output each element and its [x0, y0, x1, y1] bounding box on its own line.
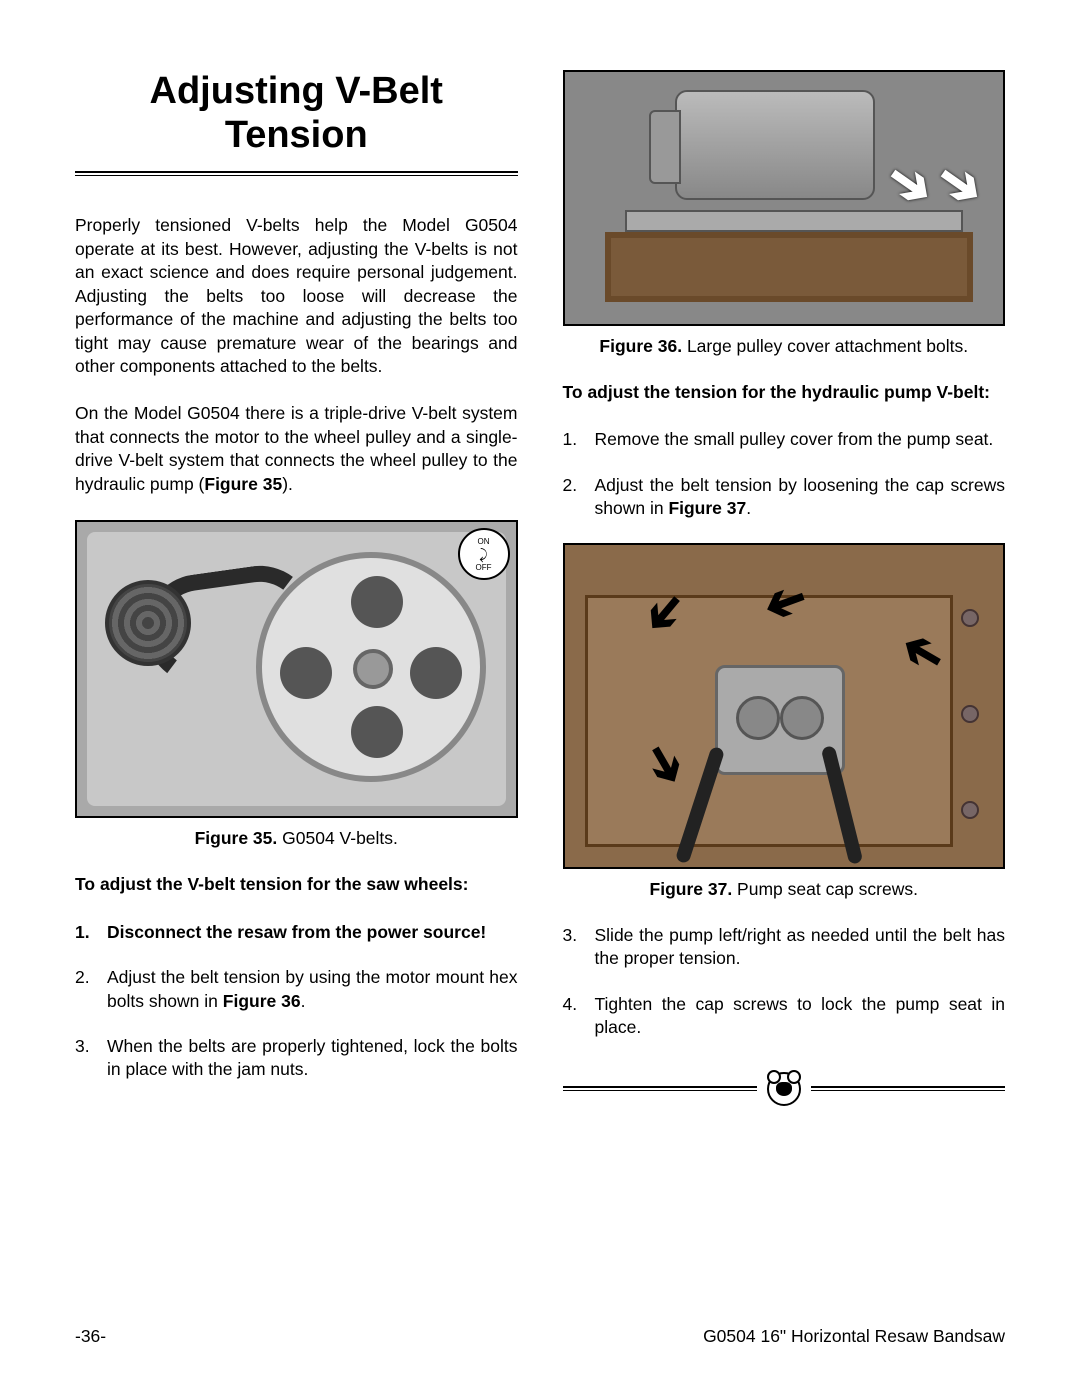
para2-text-a: On the Model G0504 there is a triple-dri…	[75, 403, 518, 493]
figure-35-label: Figure 35.	[195, 828, 278, 848]
badge-on-text: ON	[460, 537, 508, 546]
step-1-disconnect: Disconnect the resaw from the power sour…	[75, 921, 518, 944]
figure-36-ref: Figure 36	[223, 991, 301, 1011]
pump-step-2-text-a: Adjust the belt tension by loosening the…	[595, 475, 1006, 518]
pump-step-2: Adjust the belt tension by loosening the…	[563, 474, 1006, 521]
power-off-icon: ON ⤸ OFF	[458, 528, 510, 580]
step-2-adjust: Adjust the belt tension by using the mot…	[75, 966, 518, 1013]
step-2-text-c: .	[301, 991, 306, 1011]
page-number: -36-	[75, 1326, 106, 1347]
figure-36-caption-text: Large pulley cover attachment bolts.	[682, 336, 968, 356]
saw-wheels-heading: To adjust the V-belt tension for the saw…	[75, 873, 518, 896]
right-column: ➔ ➔ Figure 36. Large pulley cover attach…	[563, 70, 1006, 1286]
intro-paragraph-2: On the Model G0504 there is a triple-dri…	[75, 402, 518, 496]
pump-step-2-text-c: .	[746, 498, 751, 518]
document-title: G0504 16" Horizontal Resaw Bandsaw	[703, 1326, 1005, 1347]
pump-belt-heading: To adjust the tension for the hydraulic …	[563, 381, 1006, 404]
bear-logo-icon	[767, 1072, 801, 1106]
step-2-text-a: Adjust the belt tension by using the mot…	[107, 967, 518, 1010]
figure-36-image: ➔ ➔	[563, 70, 1006, 326]
figure-35-image: ON ⤸ OFF	[75, 520, 518, 818]
figure-37-caption-text: Pump seat cap screws.	[732, 879, 918, 899]
saw-wheels-steps: Disconnect the resaw from the power sour…	[75, 921, 518, 1104]
figure-36-label: Figure 36.	[599, 336, 682, 356]
pump-belt-steps-b: Slide the pump left/right as needed unti…	[563, 924, 1006, 1062]
title-rule-thick	[75, 171, 518, 173]
badge-off-text: OFF	[460, 563, 508, 572]
figure-37-ref: Figure 37	[668, 498, 746, 518]
two-column-layout: Adjusting V-Belt Tension Properly tensio…	[75, 70, 1005, 1286]
figure-37-label: Figure 37.	[650, 879, 733, 899]
figure-37-caption: Figure 37. Pump seat cap screws.	[563, 879, 1006, 900]
section-title: Adjusting V-Belt Tension	[75, 70, 518, 157]
section-end-ornament	[563, 1072, 1006, 1106]
figure-35-ref: Figure 35	[204, 474, 282, 494]
page-footer: -36- G0504 16" Horizontal Resaw Bandsaw	[75, 1286, 1005, 1347]
title-rule-thin	[75, 175, 518, 176]
figure-37-image: ➔ ➔ ➔ ➔	[563, 543, 1006, 869]
figure-35-caption-text: G0504 V-belts.	[277, 828, 398, 848]
figure-36-caption: Figure 36. Large pulley cover attachment…	[563, 336, 1006, 357]
pump-step-3: Slide the pump left/right as needed unti…	[563, 924, 1006, 971]
pump-belt-steps-a: Remove the small pulley cover from the p…	[563, 428, 1006, 542]
para2-text-c: ).	[282, 474, 293, 494]
pump-step-4: Tighten the cap screws to lock the pump …	[563, 993, 1006, 1040]
left-column: Adjusting V-Belt Tension Properly tensio…	[75, 70, 518, 1286]
intro-paragraph-1: Properly tensioned V-belts help the Mode…	[75, 214, 518, 378]
step-1-text: Disconnect the resaw from the power sour…	[107, 922, 486, 942]
pump-step-1: Remove the small pulley cover from the p…	[563, 428, 1006, 451]
page: Adjusting V-Belt Tension Properly tensio…	[0, 0, 1080, 1397]
step-3-lock: When the belts are properly tightened, l…	[75, 1035, 518, 1082]
figure-35-caption: Figure 35. G0504 V-belts.	[75, 828, 518, 849]
